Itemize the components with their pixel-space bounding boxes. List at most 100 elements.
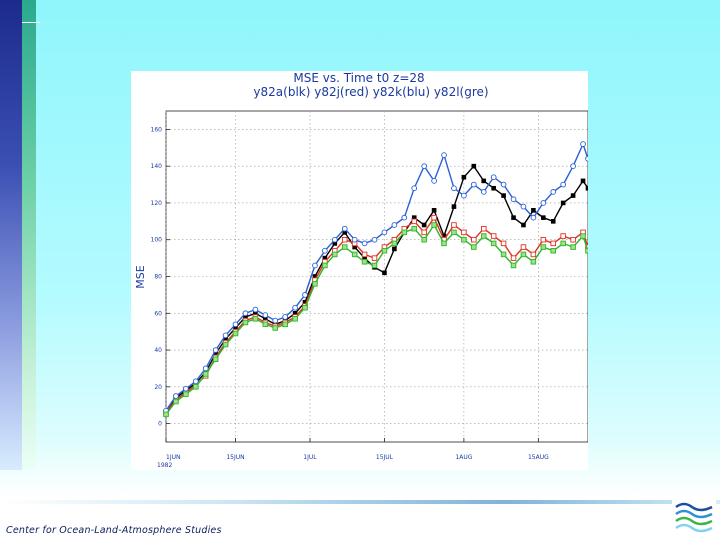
data-point-y82k (490, 174, 497, 181)
data-point-y82k (391, 222, 398, 228)
y-tick-label: 60 (154, 310, 162, 317)
data-point-y82k (500, 181, 507, 188)
data-point-y82a (541, 215, 546, 220)
data-point-y82l (490, 240, 497, 247)
data-point-y82a (352, 244, 357, 250)
data-point-y82k (371, 236, 378, 243)
data-point-y82k (252, 306, 259, 313)
data-point-y82l (530, 259, 537, 265)
chart-x-axis-year: 1982 (157, 462, 172, 469)
data-point-y82l (371, 262, 378, 269)
data-point-y82k (580, 141, 586, 147)
data-point-y82l (560, 240, 566, 247)
data-point-y82k (421, 163, 428, 170)
data-point-y82a (461, 174, 467, 180)
data-point-y82j (540, 236, 547, 243)
data-point-y82k (381, 229, 388, 236)
y-tick-label: 40 (154, 347, 162, 354)
slide-top-rule (22, 22, 40, 23)
data-point-y82l (341, 244, 348, 250)
data-point-y82a (382, 270, 387, 276)
data-point-y82j (550, 240, 556, 247)
data-point-y82l (163, 411, 169, 418)
data-point-y82a (253, 310, 258, 316)
data-point-y82j (411, 218, 417, 225)
data-point-y82l (441, 240, 447, 247)
data-point-y82l (381, 248, 388, 254)
data-point-y82j (560, 233, 566, 239)
data-point-y82a (451, 204, 457, 209)
data-point-y82k (183, 385, 189, 392)
data-point-y82l (332, 251, 338, 258)
data-point-y82l (411, 225, 417, 232)
data-point-y82k (461, 192, 467, 199)
data-point-y82k (570, 163, 576, 170)
data-point-y82k (401, 214, 408, 221)
data-point-y82k (302, 292, 308, 298)
data-point-y82j (500, 240, 507, 247)
data-point-y82l (312, 281, 318, 287)
data-point-y82l (480, 233, 487, 239)
data-point-y82k (242, 310, 249, 317)
data-point-y82l (520, 251, 527, 258)
chart-subtitle: y82a(blk) y82j(red) y82k(blu) y82l(gre) (253, 85, 488, 99)
data-point-y82l (351, 251, 358, 258)
data-point-y82k (212, 347, 219, 353)
data-point-y82l (222, 341, 229, 348)
data-point-y82k (331, 236, 338, 243)
slide-sidebar-dark (0, 0, 22, 470)
data-point-y82a (491, 185, 496, 191)
x-tick-label: 1AUG (455, 454, 472, 461)
data-point-y82k (341, 225, 348, 232)
data-point-y82l (292, 316, 298, 322)
data-point-y82l (451, 229, 457, 236)
data-point-y82l (282, 321, 288, 328)
data-point-y82l (202, 371, 209, 377)
data-point-y82a (292, 310, 298, 316)
data-point-y82j (341, 236, 348, 243)
data-point-y82l (272, 325, 278, 331)
data-point-y82k (411, 185, 418, 192)
data-point-y82l (391, 240, 398, 247)
data-point-y82a (560, 200, 566, 206)
data-point-y82l (262, 321, 269, 328)
data-point-y82k (470, 181, 477, 188)
footer-organization: Center for Ocean-Land-Atmosphere Studies (6, 525, 222, 536)
y-tick-label: 120 (151, 200, 163, 207)
chart-y-axis-label: MSE (134, 265, 147, 288)
data-point-y82a (411, 215, 417, 220)
data-point-y82l (570, 244, 576, 250)
data-point-y82l (431, 222, 437, 228)
data-point-y82l (212, 356, 219, 363)
data-point-y82a (521, 222, 526, 228)
data-point-y82l (421, 236, 427, 243)
data-point-y82a (531, 208, 536, 213)
data-point-y82l (471, 244, 477, 250)
data-point-y82l (173, 398, 179, 405)
data-point-y82j (490, 233, 497, 239)
data-point-y82l (585, 248, 588, 254)
data-point-y82a (471, 163, 477, 169)
y-tick-label: 100 (151, 237, 163, 244)
data-point-y82k (510, 196, 517, 203)
data-point-y82j (471, 236, 477, 243)
x-tick-label: 15JUN (226, 454, 244, 461)
chart-panel: MSE vs. Time t0 z=28 y82a(blk) y82j(red)… (131, 71, 588, 470)
data-point-y82l (550, 248, 556, 254)
data-point-y82a (501, 193, 506, 198)
data-point-y82j (570, 236, 576, 243)
x-tick-label: 1JUN (166, 454, 180, 461)
data-point-y82a (362, 255, 367, 261)
y-tick-label: 80 (154, 274, 162, 281)
y-tick-label: 0 (158, 421, 162, 428)
data-point-y82j (451, 222, 457, 228)
data-point-y82k (312, 262, 318, 269)
data-point-y82a (223, 336, 228, 342)
data-point-y82k (322, 247, 328, 254)
y-tick-label: 20 (154, 384, 162, 391)
data-point-y82k (451, 185, 457, 192)
data-point-y82a (262, 316, 268, 322)
data-point-y82k (480, 189, 487, 195)
data-point-y82j (421, 229, 427, 236)
data-point-y82k (292, 304, 298, 311)
